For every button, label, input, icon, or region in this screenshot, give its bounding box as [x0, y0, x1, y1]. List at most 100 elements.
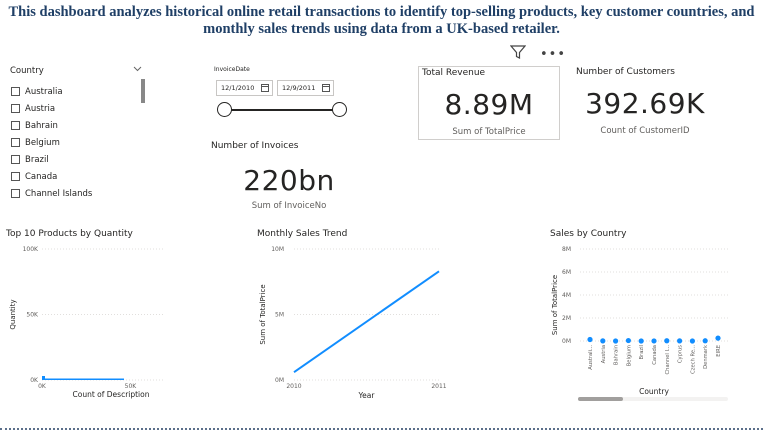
bar [42, 376, 45, 380]
slicer-item-label: Austria [25, 103, 56, 114]
slicer-item[interactable]: Channel Islands [11, 185, 92, 202]
x-tick-label: Czech Re... [690, 345, 696, 374]
y-axis-label: Sum of TotalPrice [259, 284, 267, 344]
checkbox[interactable] [11, 87, 20, 96]
card-title: Number of Customers [576, 67, 675, 77]
y-tick-label: 0M [275, 377, 284, 384]
y-tick-label: 10M [271, 246, 284, 253]
chart-title: Sales by Country [550, 229, 627, 239]
data-point [638, 338, 644, 344]
y-tick-label: 0K [30, 377, 39, 384]
start-date-value: 12/1/2010 [221, 84, 255, 92]
slicer-item[interactable]: Belgium [11, 134, 92, 151]
x-tick-label: Bahrain [614, 345, 620, 365]
bar-baseline [42, 378, 124, 380]
checkbox[interactable] [11, 104, 20, 113]
x-tick-label: 2010 [286, 383, 301, 390]
more-options-icon[interactable]: ••• [540, 47, 567, 62]
slicer-item-label: Brazil [25, 154, 49, 165]
x-tick-label: Australi... [588, 345, 594, 370]
card-title: Total Revenue [422, 68, 486, 78]
x-tick-label: Brazil [639, 345, 645, 359]
data-point [689, 338, 695, 344]
country-slicer: Country Australia Austria Bahrain Belgiu… [10, 66, 150, 206]
checkbox[interactable] [11, 121, 20, 130]
slicer-item-label: Belgium [25, 137, 60, 148]
sales-by-country-chart: Sales by Country 0M 2M 4M 6M 8M Australi... Au… [550, 229, 740, 404]
slicer-item-label: Bahrain [25, 120, 58, 131]
x-tick-label: Canada [652, 345, 658, 365]
data-point [651, 338, 657, 344]
calendar-icon[interactable] [322, 84, 330, 92]
slicer-item[interactable]: Australia [11, 83, 92, 100]
checkbox[interactable] [11, 189, 20, 198]
chevron-down-icon[interactable] [133, 65, 142, 75]
x-tick-label: Denmark [703, 345, 709, 369]
data-point [613, 338, 619, 344]
data-point [677, 338, 683, 344]
card-value: 392.69K [585, 87, 705, 120]
checkbox[interactable] [11, 138, 20, 147]
y-tick-label: 6M [562, 269, 571, 276]
card-label: Count of CustomerID [600, 126, 690, 136]
slicer-item[interactable]: Canada [11, 168, 92, 185]
start-date-input[interactable]: 12/1/2010 [216, 80, 273, 96]
date-range-start-handle[interactable] [217, 102, 232, 117]
slicer-item[interactable]: Bahrain [11, 117, 92, 134]
card-label: Sum of InvoiceNo [251, 201, 327, 211]
x-tick-label: Belgium [626, 345, 632, 366]
x-tick-label: 0K [38, 383, 47, 390]
monthly-sales-trend-chart: Monthly Sales Trend 0M 5M 10M 2010 2011 Sum o… [257, 229, 457, 404]
date-slicer-title: InvoiceDate [214, 66, 250, 73]
slicer-title: Country [10, 66, 44, 76]
slicer-item-label: Canada [25, 171, 58, 182]
page-divider [0, 428, 763, 430]
total-revenue-card: Total Revenue 8.89M Sum of TotalPrice [418, 66, 560, 140]
horizontal-scrollbar-thumb [578, 397, 623, 401]
y-tick-label: 4M [562, 292, 571, 299]
date-range-track [224, 109, 340, 111]
chart-title: Top 10 Products by Quantity [6, 229, 133, 239]
number-of-customers-card: Number of Customers 392.69K Count of Cus… [575, 66, 715, 140]
card-value: 8.89M [444, 88, 534, 121]
x-tick-label: EIRE [716, 345, 722, 357]
data-point [702, 338, 708, 344]
checkbox[interactable] [11, 172, 20, 181]
number-of-invoices-card: Number of Invoices 220bn Sum of InvoiceN… [210, 140, 370, 214]
monthly-sales-plot[interactable]: 0M 5M 10M 2010 2011 Sum of TotalPrice Year [257, 243, 457, 403]
x-tick-label: 50K [125, 383, 138, 390]
x-tick-label: Cyprus [678, 345, 684, 363]
date-range-end-handle[interactable] [332, 102, 347, 117]
data-point [625, 337, 631, 344]
y-tick-label: 5M [275, 312, 284, 319]
y-axis-label: Sum of TotalPrice [551, 275, 559, 335]
series-line [293, 270, 440, 373]
slicer-scrollbar[interactable] [141, 79, 145, 103]
end-date-input[interactable]: 12/9/2011 [277, 80, 334, 96]
slicer-list: Australia Austria Bahrain Belgium Brazil… [11, 83, 92, 202]
visual-header: ••• [509, 44, 565, 64]
y-tick-label: 2M [562, 315, 571, 322]
date-slicer: InvoiceDate 12/1/2010 12/9/2011 [214, 66, 354, 120]
data-point [600, 338, 606, 344]
top-products-chart: Top 10 Products by Quantity 0K 50K 100K 0K 5… [6, 229, 206, 404]
x-axis-label: Year [358, 391, 376, 400]
slicer-item[interactable]: Brazil [11, 151, 92, 168]
slicer-item[interactable]: Austria [11, 100, 92, 117]
x-tick-label: 2011 [431, 383, 446, 390]
card-label: Sum of TotalPrice [452, 127, 526, 137]
y-tick-label: 50K [26, 312, 39, 319]
checkbox[interactable] [11, 155, 20, 164]
end-date-value: 12/9/2011 [282, 84, 316, 92]
y-tick-label: 0M [562, 338, 571, 345]
page-title: This dashboard analyzes historical onlin… [8, 4, 755, 37]
slicer-item-label: Australia [25, 86, 63, 97]
sales-by-country-plot[interactable]: 0M 2M 4M 6M 8M Australi... Austria Bahrain Belgi… [550, 243, 740, 403]
y-axis-label: Quantity [9, 299, 17, 329]
chart-title: Monthly Sales Trend [257, 229, 348, 239]
filter-icon[interactable] [509, 44, 527, 64]
data-point [715, 335, 721, 341]
y-tick-label: 8M [562, 246, 571, 253]
top-products-plot[interactable]: 0K 50K 100K 0K 50K Quantity Count of Descripti… [6, 243, 206, 403]
calendar-icon[interactable] [261, 84, 269, 92]
